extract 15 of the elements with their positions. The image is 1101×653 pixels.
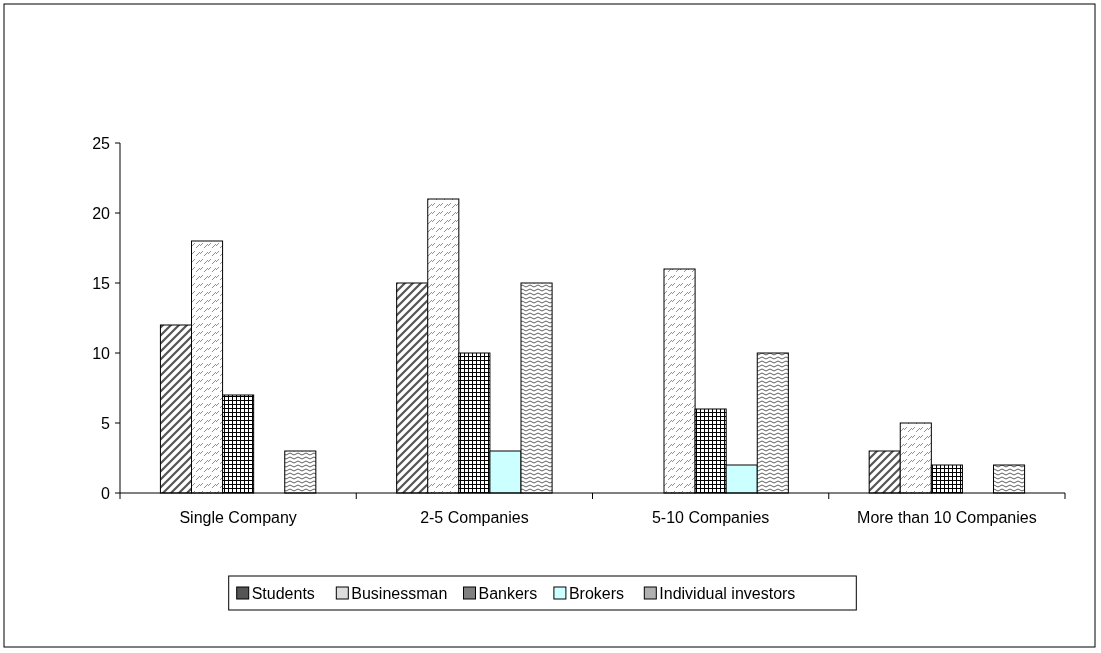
legend-label: Bankers bbox=[478, 584, 538, 602]
x-tick-label: 2-5 Companies bbox=[420, 509, 529, 526]
y-tick-label: 5 bbox=[101, 414, 111, 432]
x-tick-label: More than 10 Companies bbox=[857, 509, 1037, 526]
y-tick-label: 0 bbox=[101, 484, 111, 502]
y-tick-label: 20 bbox=[92, 204, 111, 222]
legend-label: Individual investors bbox=[659, 584, 796, 602]
x-tick-label: Single Company bbox=[179, 509, 297, 526]
legend-label: Brokers bbox=[568, 584, 625, 602]
y-tick-label: 15 bbox=[92, 274, 111, 292]
legend-label: Businessman bbox=[351, 584, 448, 602]
y-tick-label: 10 bbox=[92, 344, 111, 362]
x-tick-label: 5-10 Companies bbox=[651, 509, 770, 526]
y-tick-label: 25 bbox=[92, 134, 111, 152]
legend-label: Students bbox=[251, 584, 315, 602]
